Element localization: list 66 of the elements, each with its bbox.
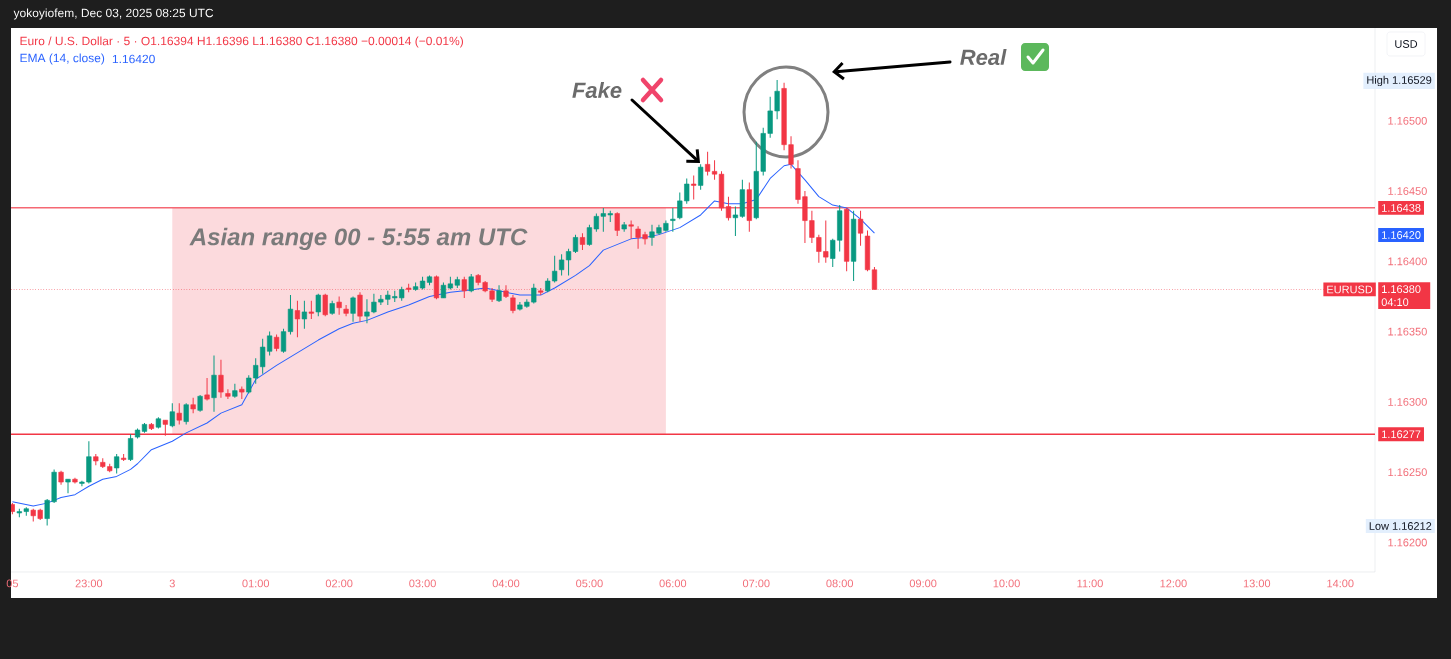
x-tick-label: 02:00 [325, 579, 353, 588]
candlestick [350, 295, 356, 323]
candlestick [287, 294, 294, 335]
y-tick-label: 1.16500 [1388, 116, 1427, 125]
x-tick-label: 23:00 [75, 579, 103, 588]
y-tick-label: 1.16250 [1388, 468, 1427, 477]
x-tick-label: 10:00 [993, 579, 1020, 588]
text: 1.16380 04:10 [1381, 285, 1421, 306]
candlestick [614, 211, 620, 237]
text: USD [1395, 40, 1418, 48]
x-tick-label: 08:00 [826, 579, 854, 588]
x-tick-label: 3 [169, 579, 175, 588]
candlestick [190, 397, 196, 414]
x-tick-label: 06:00 [659, 579, 687, 588]
candlestick [357, 291, 363, 323]
candlestick [510, 294, 516, 314]
candlestick [211, 355, 217, 413]
candlestick [65, 478, 71, 494]
candlestick [169, 402, 175, 428]
x-tick-label: 11:00 [1077, 579, 1103, 588]
candlestick [204, 377, 210, 401]
x-tick-label: 05:00 [576, 579, 603, 588]
candlestick [308, 300, 314, 320]
x-tick-label: 07:00 [742, 579, 770, 588]
candlestick [343, 304, 349, 317]
y-tick-label: 1.16200 [1388, 538, 1427, 547]
candlestick [294, 300, 301, 338]
x-tick-label: 14:00 [1327, 579, 1354, 588]
y-tick-label: 1.16400 [1388, 257, 1427, 266]
candlestick [225, 388, 231, 400]
x-tick-label: 01:00 [242, 579, 270, 588]
text: yokoyiofem, Dec 03, 2025 08:25 UTC [13, 8, 214, 20]
y-tick-label: 1.16350 [1388, 327, 1427, 336]
ref-line-label: 1.16277 [1382, 430, 1421, 439]
candlestick [857, 210, 864, 247]
candlestick [218, 359, 224, 399]
annotation: Fake [572, 81, 622, 99]
x-tick-label: 12:00 [1160, 579, 1187, 588]
annotation: 1.16420 [112, 54, 155, 64]
candlestick [280, 328, 287, 354]
candlestick [301, 300, 307, 330]
y-tick-label: 1.16450 [1388, 187, 1427, 195]
candlestick [232, 383, 238, 399]
candlestick [670, 207, 676, 233]
x-tick-label: 09:00 [909, 579, 937, 588]
candlestick [691, 175, 697, 200]
annotation: High 1.16529 [1367, 75, 1432, 87]
text: Euro / U.S. Dollar · 5 · O1.16394 H1.16396 L1.16380 C1.16380 −0.00014 (−0.01%) [20, 36, 463, 48]
candlestick [628, 220, 634, 240]
band-label: Asian range 00 - 5:55 am UTC [189, 227, 528, 251]
x-tick-label: 03:00 [409, 579, 436, 588]
annotation: Low 1.16212 [1369, 522, 1432, 530]
candlestick [183, 402, 189, 425]
x-tick-label: 04:00 [492, 579, 520, 588]
annotation: Real [960, 48, 1007, 66]
candlestick [127, 433, 134, 462]
candlestick [114, 453, 120, 475]
ref-line-label: EURUSD [1327, 285, 1373, 294]
y-tick-label: 1.16300 [1388, 398, 1427, 406]
candlestick [176, 402, 182, 425]
ref-line-label: 1.16438 [1382, 204, 1421, 212]
x-tick-label: 13:00 [1243, 579, 1271, 588]
text: 1.16420 [1382, 231, 1421, 239]
candlestick [336, 295, 342, 316]
candlestick [698, 163, 704, 191]
text: EMA (14, close) [20, 53, 105, 65]
